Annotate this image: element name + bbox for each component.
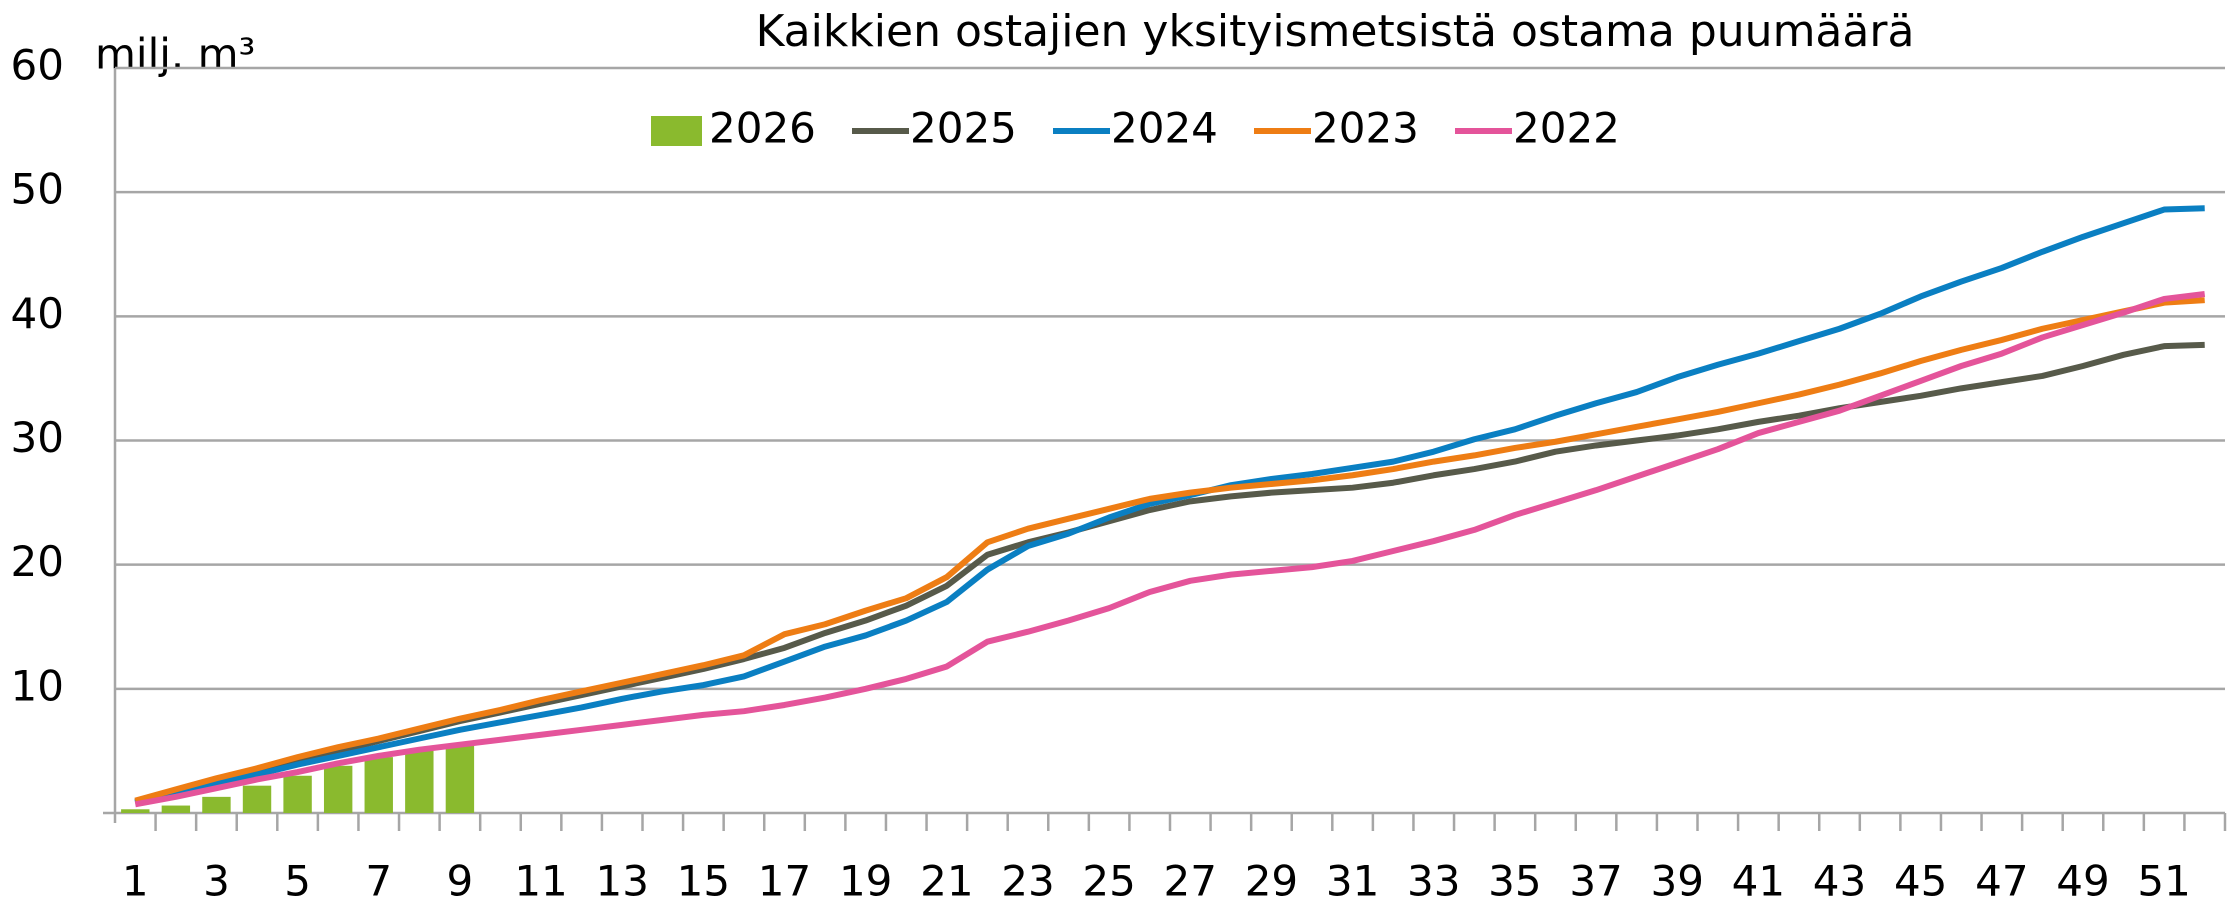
x-tick-label: 13 — [595, 857, 648, 905]
x-tick-label: 31 — [1326, 857, 1379, 905]
x-tick-label: 19 — [839, 857, 892, 905]
bar — [405, 750, 434, 813]
x-tick-label: 41 — [1732, 857, 1785, 905]
x-tick-label: 15 — [677, 857, 730, 905]
legend-label: 2025 — [910, 104, 1017, 153]
line — [134, 205, 2205, 806]
x-tick-label: 7 — [365, 857, 392, 905]
bar — [161, 805, 191, 813]
x-tick-label: 17 — [758, 857, 811, 905]
x-tick-label: 49 — [2056, 857, 2109, 905]
x-tick-label: 23 — [1001, 857, 1054, 905]
x-tick-label: 51 — [2137, 857, 2190, 905]
bar — [202, 796, 231, 813]
x-tick-label: 29 — [1245, 857, 1298, 905]
y-tick-label: 10 — [11, 661, 64, 710]
legend-swatch — [651, 116, 702, 146]
bar — [242, 785, 272, 813]
x-tick-label: 37 — [1569, 857, 1622, 905]
line — [134, 291, 2206, 808]
x-tick-label: 25 — [1082, 857, 1135, 905]
x-tick-label: 1 — [122, 857, 149, 905]
x-tick-label: 39 — [1650, 857, 1703, 905]
x-tick-label: 45 — [1894, 857, 1947, 905]
x-tick-label: 27 — [1164, 857, 1217, 905]
legend-label: 2024 — [1111, 104, 1218, 153]
y-tick-label: 40 — [11, 289, 64, 338]
x-tick-label: 33 — [1407, 857, 1460, 905]
y-axis-label: milj. m³ — [95, 30, 255, 79]
x-tick-label: 21 — [920, 857, 973, 905]
y-tick-label: 20 — [11, 537, 64, 586]
chart-title: Kaikkien ostajien yksityismetsistä ostam… — [756, 6, 1915, 57]
line — [134, 297, 2205, 804]
bar — [323, 765, 353, 813]
y-tick-label: 50 — [11, 165, 64, 214]
bar — [283, 775, 312, 813]
x-tick-label: 35 — [1488, 857, 1541, 905]
bar — [445, 744, 475, 813]
legend-label: 2026 — [709, 104, 816, 153]
bar — [364, 757, 393, 813]
x-tick-label: 11 — [514, 857, 567, 905]
x-tick-label: 3 — [203, 857, 230, 905]
legend-label: 2023 — [1312, 104, 1419, 153]
bar — [121, 809, 150, 813]
y-tick-label: 30 — [11, 413, 64, 462]
x-tick-label: 47 — [1975, 857, 2028, 905]
x-tick-label: 5 — [284, 857, 311, 905]
x-tick-label: 43 — [1813, 857, 1866, 905]
x-tick-label: 9 — [447, 857, 474, 905]
legend-label: 2022 — [1513, 104, 1620, 153]
y-tick-label: 60 — [11, 41, 64, 90]
